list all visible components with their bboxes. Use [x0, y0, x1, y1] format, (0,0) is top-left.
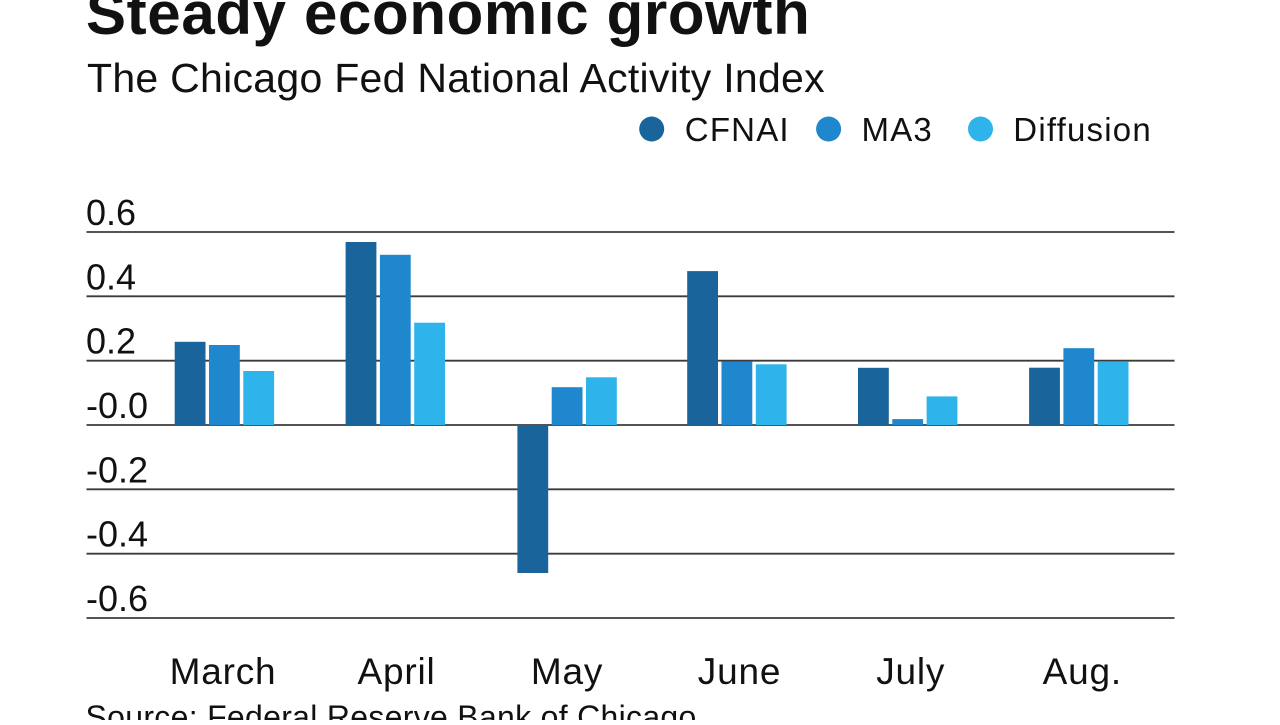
svg-text:0.6: 0.6	[86, 192, 136, 233]
svg-text:MA3: MA3	[862, 111, 933, 148]
svg-text:Diffusion: Diffusion	[1013, 111, 1152, 148]
svg-text:June: June	[698, 651, 781, 692]
svg-text:April: April	[357, 651, 435, 692]
svg-text:-0.2: -0.2	[86, 449, 148, 490]
svg-text:0.2: 0.2	[86, 321, 136, 362]
svg-text:-0.6: -0.6	[86, 578, 148, 619]
svg-text:March: March	[170, 651, 277, 692]
svg-text:Source: Federal Reserve Bank o: Source: Federal Reserve Bank of Chicago	[86, 699, 697, 720]
svg-text:CFNAI: CFNAI	[685, 111, 790, 148]
svg-text:The Chicago Fed National Activ: The Chicago Fed National Activity Index	[87, 55, 825, 101]
svg-text:0.4: 0.4	[86, 256, 136, 297]
svg-text:July: July	[876, 651, 945, 692]
svg-text:-0.0: -0.0	[86, 385, 148, 426]
svg-text:-0.4: -0.4	[86, 514, 148, 555]
svg-text:Steady economic growth: Steady economic growth	[86, 0, 810, 47]
svg-text:Aug.: Aug.	[1043, 651, 1122, 692]
svg-text:May: May	[531, 651, 603, 692]
